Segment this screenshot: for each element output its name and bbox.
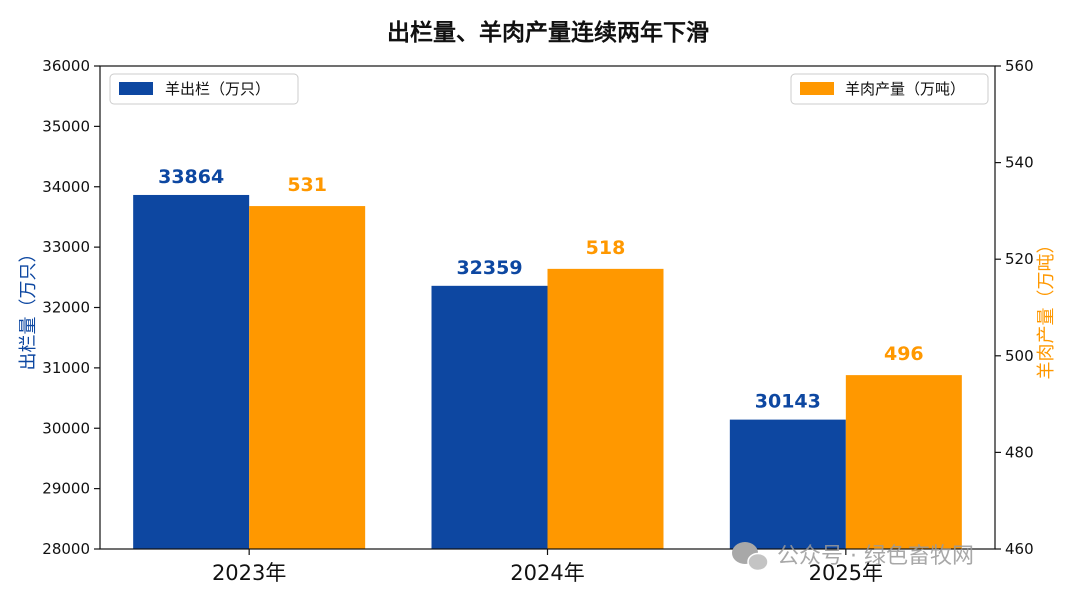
legend-left-label: 羊出栏（万只） [165,80,270,98]
bar-2-right [547,268,664,549]
bar-1-right [249,206,366,549]
x-tick-label: 2025年 [809,561,883,585]
bar-3-right [845,375,962,549]
y-left-tick-label: 31000 [42,359,90,377]
data-label-1-left: 33864 [158,166,224,188]
legend-right-label: 羊肉产量（万吨） [845,80,965,98]
y-left-tick-label: 30000 [42,419,90,437]
legend-right: 羊肉产量（万吨） [790,73,989,105]
data-label-3-right: 496 [884,343,924,365]
bar-1-left [133,194,250,549]
axes-layer: 2023年 2024年 2025年 28000 29000 30000 31000 32000… [18,57,1057,585]
y-left-tick-label: 28000 [42,540,90,558]
data-label-2-right: 518 [586,237,626,259]
legend-left-box [109,73,299,105]
wechat-bubble-small [747,552,769,572]
labels-layer: 33864 531 32359 518 30143 496 [158,166,924,413]
y-left-axis-title: 出栏量（万只） [18,245,39,371]
y-right-axis-title: 羊肉产量（万吨） [1036,236,1057,380]
legend-right-box [790,73,989,105]
y-right-tick-label: 480 [1005,443,1034,461]
bar-2-left [431,285,548,549]
y-left-tick-label: 32000 [42,299,90,317]
legend-left: 羊出栏（万只） [109,73,299,105]
data-label-1-right: 531 [287,174,327,196]
watermark: 公众号 · 绿色畜牧网 [732,542,974,572]
y-left-tick-label: 36000 [42,57,90,75]
y-left-tick-label: 29000 [42,480,90,498]
wechat-icon [732,542,769,572]
chart-title: 出栏量、羊肉产量连续两年下滑 [387,19,709,46]
y-left-tick-label: 34000 [42,178,90,196]
x-tick-label: 2023年 [212,561,286,585]
bars-layer [133,194,962,549]
legend-right-swatch [800,82,834,95]
data-label-3-left: 30143 [755,391,821,413]
watermark-text: 公众号 · 绿色畜牧网 [777,544,974,569]
data-label-2-left: 32359 [456,257,522,279]
y-right-tick-label: 540 [1005,154,1034,172]
y-right-tick-label: 500 [1005,347,1034,365]
x-tick-label: 2024年 [510,561,584,585]
y-left-tick-label: 33000 [42,238,90,256]
y-right-tick-label: 460 [1005,540,1034,558]
y-left-tick-label: 35000 [42,117,90,135]
bar-3-left [729,419,846,549]
y-right-tick-label: 520 [1005,250,1034,268]
legend-left-swatch [119,82,153,95]
y-right-tick-label: 560 [1005,57,1034,75]
